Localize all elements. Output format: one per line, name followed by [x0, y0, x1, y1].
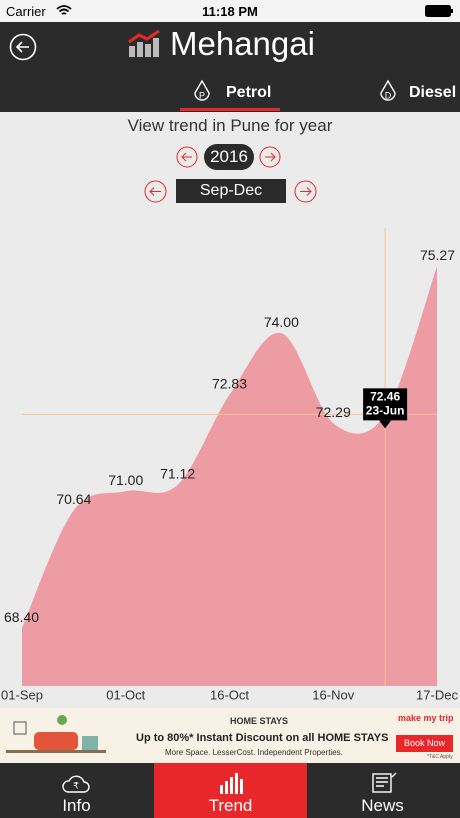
svg-text:P: P [199, 90, 205, 100]
tab[interactable]: Petrol [226, 84, 272, 101]
ad-illustration [6, 715, 106, 753]
app-title: Mehangai [170, 25, 315, 62]
tooltip-box [363, 388, 408, 421]
battery-icon [425, 5, 453, 17]
next-year[interactable] [259, 146, 281, 168]
period: Sep-Dec [176, 179, 286, 203]
tooltip-date: 23-Jun [366, 404, 405, 418]
ad-button[interactable]: Book Now [396, 735, 453, 752]
logo-icon [128, 30, 160, 57]
trend-icon [220, 773, 243, 794]
nav-info[interactable]: ₹ Info [0, 763, 153, 818]
carrier: Carrier [6, 4, 46, 19]
prev-period[interactable] [144, 180, 167, 203]
clock: 11:18 PM [202, 4, 258, 19]
ad-brand: make my trip [398, 713, 454, 723]
nav-label: Trend [208, 796, 253, 815]
heading: View trend in Pune for year [127, 116, 333, 135]
x-tick-label: 01-Sep [1, 687, 43, 702]
chart: 01-Sep 68.40 70.64 01-Oct 71.00 71.12 16-Oct 72… [1, 228, 458, 702]
x-tick-label: 16-Oct [210, 687, 249, 702]
nav-news[interactable]: News [306, 763, 459, 818]
data-label: 75.27 [420, 247, 455, 263]
svg-text:₹: ₹ [73, 780, 79, 790]
ad-note: *T&C Apply [427, 754, 453, 760]
x-tick-label: 17-Dec [416, 687, 458, 702]
data-label: 71.12 [160, 466, 195, 482]
ad-banner[interactable]: HOME STAYS Up to 80%* Instant Discount o… [0, 708, 460, 763]
diesel-icon: D [380, 79, 396, 101]
tab[interactable]: Diesel [409, 84, 457, 101]
x-tick-label: 01-Oct [106, 687, 145, 702]
ad-headline: Up to 80%* Instant Discount on all HOME … [136, 732, 389, 744]
data-label: 68.40 [4, 609, 39, 625]
next-period[interactable] [294, 180, 317, 203]
status-bar: Carrier 11:18 PM [0, 0, 460, 22]
header: Mehangai P Petrol D Diesel [0, 22, 460, 112]
info-icon: ₹ [62, 775, 90, 793]
ad-tag: HOME STAYS [230, 716, 289, 726]
data-label: 72.83 [212, 376, 247, 392]
news-icon [372, 772, 397, 793]
ad-sub: More Space. LesserCost. Independent Prop… [165, 748, 343, 757]
data-label: 72.29 [316, 404, 351, 420]
back-button[interactable] [8, 32, 38, 62]
petrol-icon: P [194, 79, 210, 101]
tooltip-value: 72.46 [370, 390, 400, 404]
wifi-icon [56, 5, 72, 15]
svg-text:D: D [385, 90, 392, 100]
nav-label: Info [62, 796, 91, 815]
data-label: 70.64 [56, 491, 91, 507]
tooltip-pointer [379, 420, 392, 429]
nav-trend[interactable]: Trend [154, 763, 307, 818]
tab-underline [180, 108, 280, 111]
data-label: 71.00 [108, 472, 143, 488]
bottom-nav: ₹ Info Trend News [0, 763, 460, 818]
data-label: 74.00 [264, 314, 299, 330]
prev-year[interactable] [176, 146, 198, 168]
nav-label: News [361, 796, 404, 815]
x-tick-label: 16-Nov [312, 687, 354, 702]
year: 2016 [204, 144, 254, 170]
area [22, 266, 437, 686]
